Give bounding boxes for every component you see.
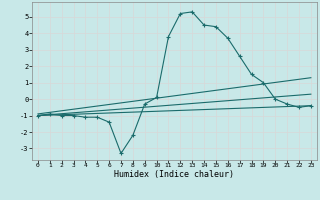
X-axis label: Humidex (Indice chaleur): Humidex (Indice chaleur) (115, 170, 234, 179)
